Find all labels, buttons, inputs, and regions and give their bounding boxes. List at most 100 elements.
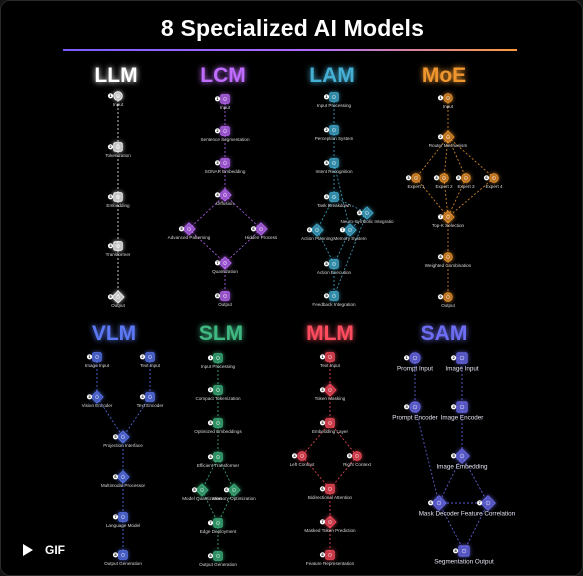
node-feature-representation[interactable]: 8 Feature Representation	[306, 550, 355, 566]
node-glyph-icon	[223, 129, 227, 133]
node-glyph-icon	[446, 96, 450, 100]
node-label: Action Execution	[317, 270, 352, 275]
node-expert3[interactable]: 5 Expert 3	[455, 173, 475, 189]
node-hidden-process[interactable]: 6 Hidden Process	[245, 222, 278, 240]
node-masked-token-prediction[interactable]: 7 Masked Token Prediction	[304, 515, 356, 533]
step-badge	[451, 355, 457, 361]
node-glyph-icon	[485, 500, 491, 506]
step-number: 2	[141, 354, 144, 359]
node-feature-correlation[interactable]: 7 Feature Correlation	[461, 495, 516, 518]
node-prompt-encoder[interactable]: 3 Prompt Encoder	[392, 401, 438, 422]
node-edge-deployment[interactable]: 7 Edge Deployment	[200, 518, 237, 534]
node-neuro-symbolic[interactable]: 5 Neuro-Symbolic Integratio	[340, 206, 394, 224]
node-advanced-patterning[interactable]: 5 Advanced Patterning	[168, 222, 211, 240]
step-badge	[214, 293, 221, 299]
node-vision-encoder[interactable]: 3 Vision Encoder	[82, 390, 113, 408]
node-model-quantization[interactable]: 5 Model Quantization	[182, 483, 222, 501]
node-sentence-segmentation[interactable]: 2 Sentence Segmentation	[200, 126, 250, 142]
node-task-breakdown[interactable]: 4 Task Breakdown	[317, 192, 351, 208]
node-label: Memory Optimization	[212, 496, 256, 501]
node-segmentation-output[interactable]: 8 Segmentation Output	[434, 545, 494, 566]
diamond-icon	[323, 515, 337, 529]
node-label: Image Encoder	[441, 415, 484, 422]
node-diffusion[interactable]: 4 Diffusion	[214, 188, 234, 206]
node-feedback-integration[interactable]: 9 Feedback Integration	[312, 291, 356, 307]
step-badge	[214, 260, 221, 266]
node-output-generation[interactable]: 8 Output Generation	[199, 551, 237, 567]
node-memory-optimization[interactable]: 6 Memory Optimization	[212, 483, 256, 501]
step-number: 4	[141, 394, 144, 399]
square-icon	[220, 94, 230, 104]
node-memory-system[interactable]: 7 Memory System	[333, 223, 367, 241]
node-intent-recognition[interactable]: 3 Intent Recognition	[315, 158, 353, 174]
node-embedding[interactable]: 3 Embedding	[106, 192, 130, 208]
node-input-processing[interactable]: 1 Input Processing	[201, 353, 236, 369]
node-projection-interface[interactable]: 5 Projection Interface	[103, 430, 143, 448]
square-icon	[118, 512, 128, 522]
node-expert1[interactable]: 3 Expert 1	[405, 173, 425, 189]
node-label: Diffusion	[216, 201, 234, 206]
node-label: Mask Decoder	[419, 511, 460, 518]
node-action-planning[interactable]: 6 Action Planning	[301, 223, 333, 241]
node-topk[interactable]: 7 Top-K Selection	[432, 210, 465, 228]
node-expert4[interactable]: 6 Expert 4	[483, 173, 503, 189]
node-text-input[interactable]: 2 Text Input	[139, 352, 161, 368]
step-badge	[405, 175, 412, 181]
node-compact-tokenization[interactable]: 2 Compact Tokenization	[195, 385, 241, 401]
node-prompt-input[interactable]: 1 Prompt Input	[397, 352, 433, 373]
step-number: 8	[216, 293, 219, 298]
node-label: Feature Correlation	[461, 511, 516, 518]
step-number: 4	[109, 243, 112, 248]
step-number: 5	[193, 487, 196, 492]
node-glyph-icon	[300, 454, 304, 458]
node-perception-system[interactable]: 2 Perception System	[315, 125, 354, 141]
node-image-input[interactable]: 2 Image Input	[445, 352, 479, 373]
node-output[interactable]: 9 Output	[437, 292, 456, 308]
node-image-input[interactable]: 1 Image Input	[85, 352, 110, 368]
play-icon[interactable]	[23, 544, 33, 556]
node-output[interactable]: 8 Output	[214, 291, 233, 307]
node-output-generation[interactable]: 8 Output Generation	[104, 550, 142, 566]
node-multimodal-processor[interactable]: 6 Multimodal Processor	[101, 470, 146, 488]
node-efficient-transformer[interactable]: 4 Efficient Transformer	[197, 452, 240, 468]
node-quantization[interactable]: 7 Quantization	[212, 256, 238, 274]
step-number: 3	[216, 160, 219, 165]
node-text-encoder[interactable]: 4 Text Encoder	[137, 392, 164, 408]
step-number: 6	[225, 487, 228, 492]
node-action-execution[interactable]: 8 Action Execution	[317, 259, 352, 275]
node-transformer[interactable]: 4 Transformer	[106, 241, 131, 257]
edge-expert2-to-topk	[443, 177, 449, 218]
node-language-model[interactable]: 7 Language Model	[106, 512, 140, 528]
step-badge	[319, 552, 326, 558]
node-bidirectional-attention[interactable]: 6 Bidirectional Attention	[308, 484, 353, 500]
step-badge	[107, 243, 114, 249]
step-badge	[139, 354, 146, 360]
node-image-embedding[interactable]: 5 Image Embedding	[436, 448, 488, 471]
step-badge	[178, 226, 185, 232]
node-image-encoder[interactable]: 4 Image Encoder	[441, 401, 484, 422]
square-icon	[113, 192, 123, 202]
node-left-context[interactable]: 4 Left Context	[290, 451, 315, 467]
node-input-processing[interactable]: 1 Input Processing	[317, 92, 352, 108]
node-expert2[interactable]: 4 Expert 2	[433, 173, 453, 189]
node-right-context[interactable]: 5 Right Context	[343, 451, 372, 467]
gif-indicator[interactable]: GIF	[23, 541, 65, 559]
step-number: 6	[321, 486, 324, 491]
node-weighted[interactable]: 8 Weighted Combination	[425, 252, 472, 268]
node-output[interactable]: 5 Output	[107, 290, 126, 308]
node-text-input[interactable]: 1 Text Input	[319, 352, 341, 368]
node-embedding-layer[interactable]: 3 Embedding Layer	[312, 418, 348, 434]
node-sonar-embedding[interactable]: 3 SONAR Embedding	[205, 158, 246, 174]
node-token-masking[interactable]: 2 Token Masking	[315, 383, 346, 401]
node-tokenization[interactable]: 2 Tokenization	[105, 142, 131, 158]
edge-task-breakdown-to-action-planning	[316, 196, 335, 231]
step-badge	[437, 214, 444, 220]
panel-mlm: MLM 1 Text Input 2 Token Masking 3 Embedding L…	[290, 322, 372, 566]
node-router[interactable]: 2 Router Mechanism	[429, 130, 468, 148]
diamond-icon	[431, 495, 447, 511]
node-optimized-embeddings[interactable]: 3 Optimized Embeddings	[194, 418, 242, 434]
node-mask-decoder[interactable]: 6 Mask Decoder	[419, 495, 460, 518]
